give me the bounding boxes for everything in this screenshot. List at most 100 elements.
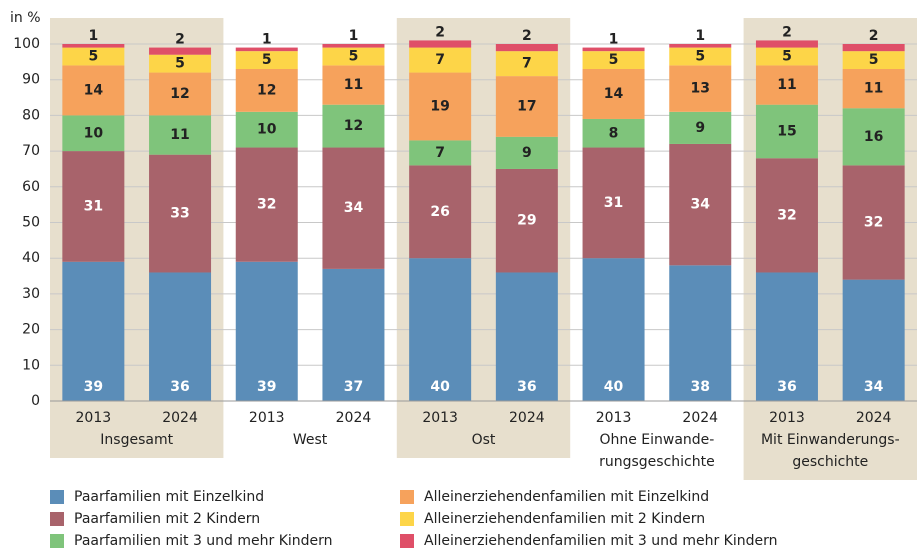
bar-segment: [62, 44, 125, 48]
value-label: 37: [344, 379, 363, 395]
bar-segment: [669, 44, 732, 48]
value-label: 31: [604, 195, 623, 211]
bar-segment: [582, 258, 645, 401]
y-tick-label: 30: [22, 286, 40, 302]
y-tick-label: 90: [22, 72, 40, 88]
value-label: 11: [344, 77, 363, 93]
bar-segment: [149, 272, 212, 401]
bar-segment: [62, 261, 125, 401]
x-tick-label: 2024: [856, 410, 892, 426]
y-tick-label: 20: [22, 322, 40, 338]
y-tick-label: 60: [22, 179, 40, 195]
value-label: 2: [522, 28, 532, 44]
bar-segment: [235, 68, 298, 112]
y-tick-label: 0: [31, 393, 40, 409]
bar-segment: [842, 68, 905, 109]
bar-segment: [842, 279, 905, 401]
value-label: 5: [609, 52, 619, 68]
bar-segment: [62, 115, 125, 152]
bar-segment: [409, 140, 472, 166]
legend-swatch: [400, 490, 414, 504]
bar-segment: [755, 65, 818, 105]
value-label: 40: [604, 379, 624, 395]
x-tick-label: 2013: [76, 410, 112, 426]
bar-segment: [322, 65, 385, 105]
value-label: 40: [430, 379, 450, 395]
bar-segment: [322, 268, 385, 401]
x-tick-label: 2013: [249, 410, 285, 426]
bar-segment: [62, 151, 125, 262]
legend-swatch: [50, 490, 64, 504]
value-label: 32: [864, 215, 883, 231]
value-label: 39: [84, 379, 103, 395]
bar-segment: [409, 40, 472, 48]
bar-segment: [669, 65, 732, 112]
bar-segment: [235, 261, 298, 401]
bar-segment: [409, 47, 472, 73]
value-label: 10: [257, 122, 277, 138]
bar-segment: [409, 165, 472, 259]
bar-segment: [322, 47, 385, 66]
group-label: rungsgeschichte: [599, 454, 715, 470]
bar-segment: [755, 40, 818, 48]
value-label: 36: [517, 379, 536, 395]
legend-label: Alleinerziehendenfamilien mit 2 Kindern: [424, 511, 705, 527]
y-tick-label: 100: [13, 36, 40, 52]
value-label: 11: [864, 81, 883, 97]
bar-segment: [322, 104, 385, 148]
bar-segment: [582, 68, 645, 119]
bar-segment: [495, 44, 558, 52]
group-label: Mit Einwanderungs-: [761, 432, 900, 448]
y-tick-label: 70: [22, 143, 40, 159]
bar-segment: [62, 65, 125, 116]
value-label: 34: [691, 197, 711, 213]
value-label: 17: [517, 98, 536, 114]
value-label: 12: [257, 82, 276, 98]
bar-segment: [669, 143, 732, 266]
value-label: 5: [869, 52, 879, 68]
legend-swatch: [400, 534, 414, 548]
bar-segment: [409, 258, 472, 401]
value-label: 19: [430, 98, 449, 114]
legend-label: Alleinerziehendenfamilien mit Einzelkind: [424, 489, 709, 505]
value-label: 1: [609, 32, 619, 48]
bar-segment: [495, 51, 558, 77]
bar-segment: [755, 104, 818, 159]
value-label: 16: [864, 129, 883, 145]
legend-swatch: [400, 512, 414, 526]
value-label: 14: [604, 86, 624, 102]
value-label: 5: [175, 56, 185, 72]
bar-segment: [842, 165, 905, 280]
x-tick-label: 2024: [162, 410, 198, 426]
bar-segment: [235, 51, 298, 69]
bar-segment: [235, 147, 298, 262]
bar-segment: [842, 108, 905, 166]
bar-segment: [495, 136, 558, 169]
y-tick-label: 10: [22, 357, 40, 373]
bar-segment: [669, 47, 732, 66]
value-label: 39: [257, 379, 276, 395]
bar-segment: [842, 51, 905, 69]
value-label: 14: [84, 82, 104, 98]
group-label: Ost: [472, 432, 496, 448]
value-label: 5: [782, 48, 792, 64]
bar-segment: [149, 115, 212, 155]
value-label: 11: [777, 77, 796, 93]
bar-segment: [235, 111, 298, 148]
value-label: 7: [435, 145, 445, 161]
bar-segment: [235, 47, 298, 52]
bar-segment: [669, 111, 732, 144]
bar-segment: [669, 265, 732, 401]
bar-segment: [755, 158, 818, 273]
value-label: 2: [175, 32, 185, 48]
value-label: 5: [262, 52, 272, 68]
x-tick-label: 2013: [422, 410, 458, 426]
y-axis-label: in %: [10, 10, 41, 26]
value-label: 1: [88, 28, 98, 44]
value-label: 36: [777, 379, 796, 395]
value-label: 15: [777, 123, 796, 139]
value-label: 11: [170, 127, 189, 143]
value-label: 1: [695, 28, 705, 44]
bar-segment: [149, 54, 212, 73]
